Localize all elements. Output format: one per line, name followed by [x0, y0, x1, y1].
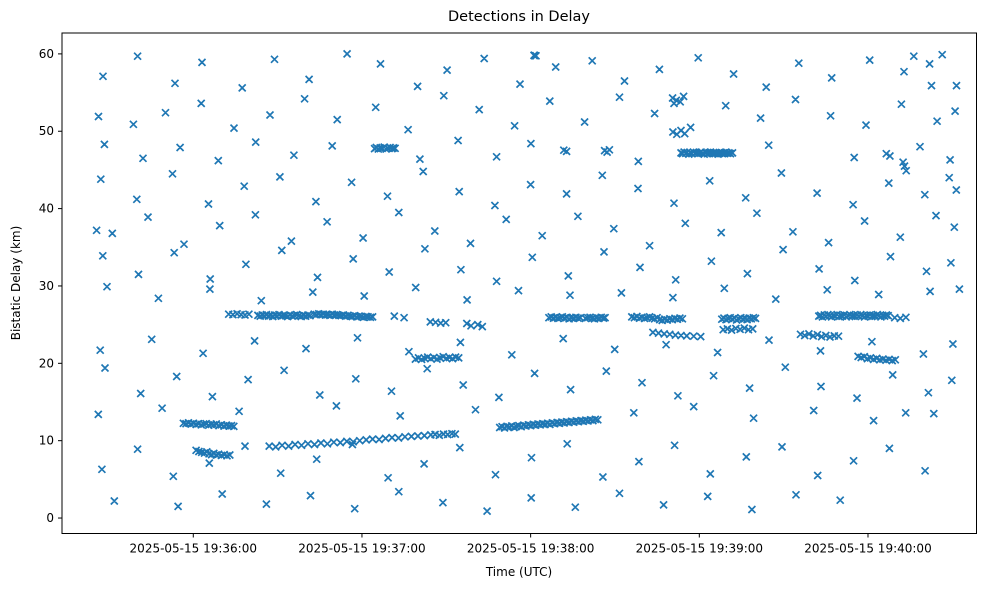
x-tick-label: 2025-05-15 19:36:00 [130, 542, 257, 556]
x-marker-path [92, 49, 964, 516]
x-tick-label: 2025-05-15 19:38:00 [467, 542, 594, 556]
y-tick-label: 20 [39, 356, 54, 370]
y-tick-label: 30 [39, 279, 54, 293]
x-tick-label: 2025-05-15 19:40:00 [804, 542, 931, 556]
axis-ticks: 2025-05-15 19:36:00 2025-05-15 19:37:00 20… [39, 47, 932, 556]
y-tick-label: 40 [39, 202, 54, 216]
scatter-points [92, 49, 964, 516]
y-tick-label: 50 [39, 124, 54, 138]
y-tick-label: 0 [46, 511, 54, 525]
x-tick-label: 2025-05-15 19:39:00 [636, 542, 763, 556]
plot-area [61, 32, 977, 534]
y-axis-label: Bistatic Delay (km) [9, 226, 23, 341]
x-tick-label: 2025-05-15 19:37:00 [298, 542, 425, 556]
chart-title: Detections in Delay [448, 9, 590, 25]
y-tick-label: 60 [39, 47, 54, 61]
x-axis-label: Time (UTC) [485, 565, 552, 579]
y-tick-label: 10 [39, 434, 54, 448]
